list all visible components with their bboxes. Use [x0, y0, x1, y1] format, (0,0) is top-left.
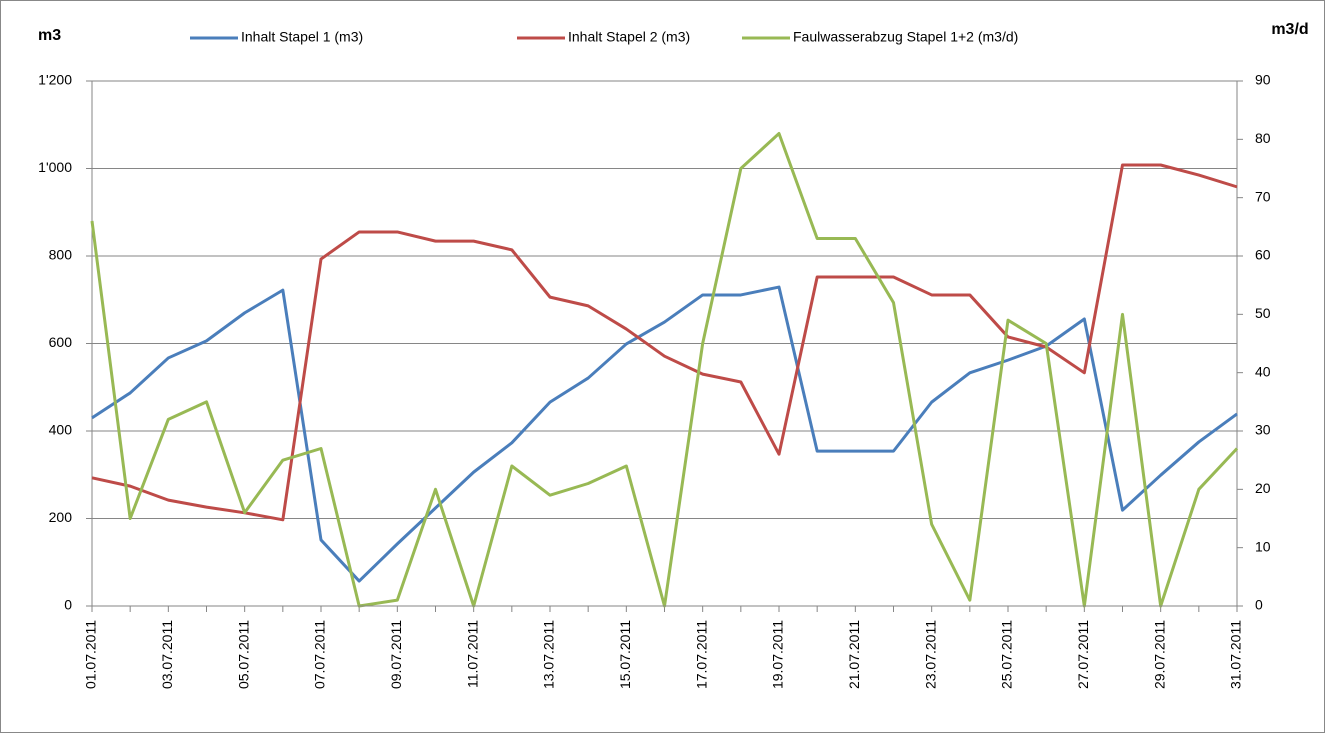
y-tick-label: 0 — [64, 597, 72, 613]
x-tick-label: 01.07.2011 — [83, 620, 99, 689]
y-tick-label: 1'000 — [38, 159, 72, 175]
y-tick-label: 200 — [49, 509, 73, 525]
x-tick-label: 19.07.2011 — [770, 620, 786, 689]
y2-tick-label: 40 — [1255, 363, 1271, 379]
y2-tick-label: 50 — [1255, 305, 1271, 321]
y2-tick-label: 0 — [1255, 597, 1263, 613]
x-tick-label: 09.07.2011 — [388, 620, 404, 689]
y2-axis-title: m3/d — [1271, 21, 1308, 38]
x-tick-label: 15.07.2011 — [617, 620, 633, 689]
y2-tick-label: 70 — [1255, 188, 1271, 204]
x-tick-label: 07.07.2011 — [312, 620, 328, 689]
y2-tick-label: 90 — [1255, 72, 1271, 88]
x-tick-label: 23.07.2011 — [922, 620, 938, 689]
x-tick-label: 13.07.2011 — [541, 620, 557, 689]
y2-tick-label: 20 — [1255, 480, 1271, 496]
y2-tick-label: 30 — [1255, 422, 1271, 438]
y2-tick-label: 10 — [1255, 538, 1271, 554]
y-tick-label: 400 — [49, 422, 73, 438]
x-tick-label: 17.07.2011 — [693, 620, 709, 689]
x-tick-label: 05.07.2011 — [235, 620, 251, 689]
y-tick-label: 1'200 — [38, 72, 72, 88]
legend-label: Inhalt Stapel 1 (m3) — [241, 29, 363, 45]
y2-tick-label: 60 — [1255, 247, 1271, 263]
y-tick-label: 800 — [49, 247, 73, 263]
x-tick-label: 03.07.2011 — [159, 620, 175, 689]
y-tick-label: 600 — [49, 334, 73, 350]
x-tick-label: 11.07.2011 — [464, 620, 480, 688]
legend-label: Faulwasserabzug Stapel 1+2 (m3/d) — [793, 29, 1018, 45]
y-axis-title: m3 — [38, 27, 61, 44]
legend-label: Inhalt Stapel 2 (m3) — [568, 29, 690, 45]
x-tick-label: 27.07.2011 — [1075, 620, 1091, 689]
x-tick-label: 25.07.2011 — [999, 620, 1015, 689]
x-tick-label: 29.07.2011 — [1151, 620, 1167, 689]
x-tick-label: 21.07.2011 — [846, 620, 862, 689]
x-tick-label: 31.07.2011 — [1228, 620, 1244, 689]
y2-tick-label: 80 — [1255, 130, 1271, 146]
